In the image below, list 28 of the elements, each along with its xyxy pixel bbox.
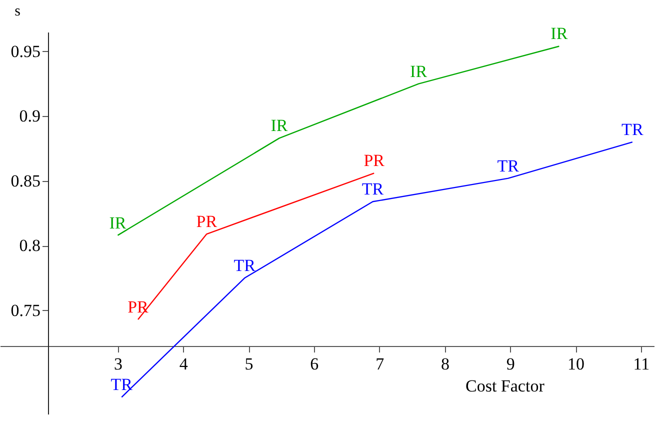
x-tick-label: 5 [244, 354, 254, 374]
x-tick-label: 3 [114, 354, 122, 374]
series-label: PR [128, 297, 150, 316]
text: TR [110, 375, 133, 394]
y-tick-label: 0.85 [10, 171, 40, 190]
y-axis-title: s [14, 4, 21, 20]
text: TR [234, 256, 256, 276]
x-tick-label: 9 [506, 354, 515, 374]
text: IR [109, 213, 126, 232]
text: PR [364, 151, 384, 170]
y-tick-label: 0.8 [19, 236, 40, 256]
text: IR [550, 24, 568, 44]
text: TR [362, 180, 384, 199]
x-axis-title: Cost Factor [466, 376, 545, 396]
text: IR [410, 62, 428, 81]
y-tick-label: 0.9 [19, 106, 40, 126]
x-tick-label: 7 [376, 354, 385, 374]
x-tick-label: 11 [633, 354, 650, 374]
y-tick-label: 0.75 [10, 300, 40, 320]
series-label: IR [270, 116, 288, 136]
text: PR [196, 212, 218, 232]
x-tick-label: 6 [310, 354, 319, 374]
series-label: TR [497, 156, 520, 176]
y-tick-label: 0.95 [10, 42, 40, 61]
x-tick-label: 8 [440, 354, 450, 374]
x-tick-label: 4 [179, 354, 188, 374]
text: TR [622, 120, 644, 140]
x-tick-label: 10 [568, 354, 585, 374]
